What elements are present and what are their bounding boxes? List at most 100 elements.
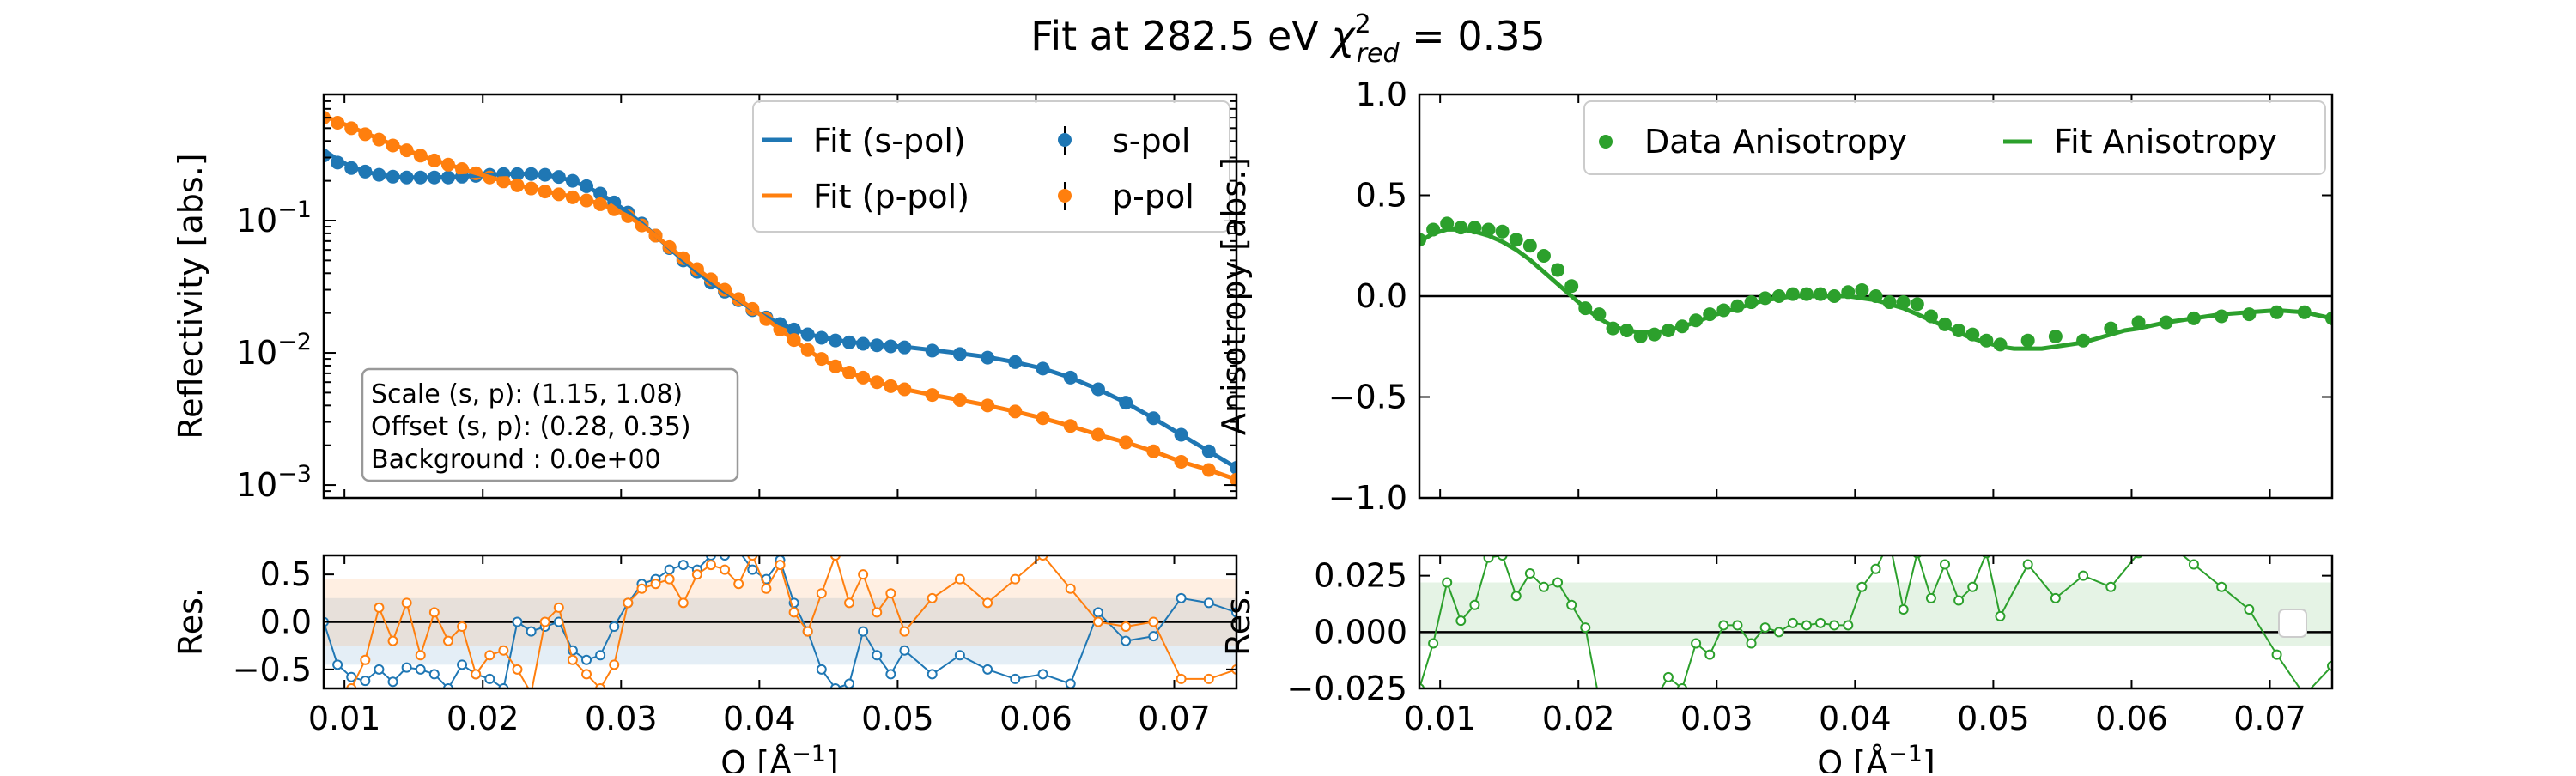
residual-point bbox=[1925, 592, 1936, 603]
residual-point bbox=[2244, 604, 2255, 615]
legend-label-data-anisotropy: Data Anisotropy bbox=[1644, 123, 1907, 161]
residual-point bbox=[1552, 577, 1564, 588]
x-axis-label-end: ] bbox=[1923, 744, 1935, 773]
residual-point bbox=[1732, 620, 1743, 631]
legend-label-fit-p-pol: Fit (p-pol) bbox=[813, 178, 969, 215]
residual-point bbox=[471, 669, 482, 680]
axes-frame bbox=[322, 93, 1238, 500]
fit-info-box: Scale (s, p): (1.15, 1.08) Offset (s, p)… bbox=[361, 367, 739, 482]
residual-point bbox=[498, 645, 509, 656]
residual-point bbox=[387, 635, 398, 646]
residual-point bbox=[1092, 607, 1103, 618]
residual-point bbox=[1856, 581, 1868, 592]
y-tick-label: 1.0 bbox=[1356, 76, 1407, 113]
residual-point bbox=[747, 564, 758, 575]
data-point bbox=[1509, 233, 1523, 247]
residual-point bbox=[885, 588, 896, 599]
legend: Data Anisotropy Fit Anisotropy bbox=[1583, 100, 2326, 175]
residual-point bbox=[1815, 617, 1826, 628]
residual-point bbox=[2105, 581, 2117, 592]
residual-point bbox=[1801, 620, 1812, 631]
residual-point bbox=[609, 621, 620, 633]
residual-point bbox=[1843, 620, 1854, 631]
legend: Fit (s-pol) Fit (p-pol) s-pol p-pol bbox=[752, 100, 1230, 233]
residual-point bbox=[360, 654, 371, 665]
legend-marker-data-anisotropy bbox=[1599, 135, 1613, 149]
residual-point bbox=[705, 560, 716, 571]
residual-point bbox=[1691, 638, 1702, 649]
residual-point bbox=[1148, 616, 1159, 627]
residual-point bbox=[1121, 621, 1132, 633]
residual-point bbox=[899, 645, 910, 656]
y-tick-label: 0.5 bbox=[1356, 177, 1407, 215]
residual-point bbox=[2271, 649, 2282, 660]
y-tick-label: 10−1 bbox=[236, 197, 312, 239]
residual-point bbox=[1746, 638, 1757, 649]
residual-point bbox=[484, 650, 495, 661]
residual-point bbox=[2216, 581, 2227, 592]
residual-point bbox=[775, 560, 786, 571]
x-tick-label: 0.02 bbox=[447, 700, 519, 737]
residual-point bbox=[1870, 563, 1881, 574]
residual-point bbox=[1176, 673, 1187, 684]
y-axis-label: Reflectivity [abs.] bbox=[172, 153, 210, 439]
residual-point bbox=[982, 664, 993, 675]
x-tick-label: 0.05 bbox=[861, 700, 934, 737]
info-scale: Scale (s, p): (1.15, 1.08) bbox=[371, 379, 683, 409]
residual-point bbox=[415, 664, 426, 675]
anisotropy-residuals-panel: 0.01 0.02 0.03 0.04 0.05 0.06 0.07 0.025 0.000 −0… bbox=[1219, 537, 2334, 776]
legend-label-s-pol: s-pol bbox=[1112, 122, 1190, 160]
residual-point bbox=[761, 583, 772, 594]
title-suffix: = 0.35 bbox=[1400, 13, 1546, 59]
residual-point bbox=[567, 654, 578, 665]
residual-point bbox=[484, 673, 495, 684]
x-axis-label-exponent: −1 bbox=[792, 741, 826, 767]
series-line bbox=[324, 149, 1236, 470]
residual-point bbox=[332, 659, 343, 670]
residual-point bbox=[1759, 622, 1771, 634]
x-axis-label-exponent: −1 bbox=[1888, 741, 1923, 767]
residual-point bbox=[1524, 568, 1535, 579]
residual-point bbox=[677, 597, 689, 609]
title-chi-sub: red bbox=[1357, 39, 1400, 69]
residual-point bbox=[1203, 597, 1214, 609]
residual-point bbox=[691, 569, 702, 580]
residual-point bbox=[636, 583, 647, 594]
x-axis-label: Q [Å−1] bbox=[720, 741, 838, 773]
residual-point bbox=[428, 607, 440, 618]
y-tick-label: 0.5 bbox=[260, 555, 312, 593]
residual-point bbox=[1718, 620, 1729, 631]
residual-point bbox=[664, 564, 675, 575]
residual-point bbox=[1010, 673, 1021, 684]
residual-point bbox=[1566, 599, 1577, 610]
residual-point bbox=[1065, 678, 1076, 688]
legend-frame bbox=[1583, 100, 2326, 175]
reflectivity-residuals-panel: 0.01 0.02 0.03 0.04 0.05 0.06 0.07 0.5 0.0 −0.5 R… bbox=[172, 554, 1238, 776]
residual-point bbox=[360, 676, 371, 687]
residual-point bbox=[1483, 555, 1494, 563]
ticks: 0.01 0.02 0.03 0.04 0.05 0.06 0.07 0.5 0.0 −0.5 bbox=[233, 555, 1236, 737]
plot-area bbox=[324, 555, 1236, 688]
data-point bbox=[1495, 224, 1510, 239]
residual-point bbox=[2188, 559, 2199, 570]
empty-legend-box bbox=[2278, 609, 2307, 638]
data-point bbox=[1551, 263, 1565, 277]
info-box-frame bbox=[361, 367, 739, 482]
residual-point bbox=[1886, 537, 1894, 546]
residual-point bbox=[1662, 671, 1674, 682]
residual-point bbox=[1148, 631, 1159, 642]
x-tick-label: 0.07 bbox=[2233, 700, 2306, 737]
legend-frame bbox=[752, 100, 1230, 233]
x-axis-label-end: ] bbox=[826, 744, 839, 773]
legend-label-fit-anisotropy: Fit Anisotropy bbox=[2054, 123, 2277, 161]
residual-point bbox=[512, 616, 523, 627]
anisotropy-panel: 1.0 0.5 0.0 −0.5 −1.0 Anisotropy [abs.] Data… bbox=[1215, 76, 2334, 517]
residual-point bbox=[1940, 559, 1951, 570]
y-tick-label: −0.5 bbox=[1328, 379, 1407, 416]
residual-point bbox=[1065, 583, 1076, 594]
residual-point bbox=[844, 597, 855, 609]
y-tick-label: 0.0 bbox=[260, 603, 312, 641]
y-axis-label: Res. bbox=[1219, 587, 1257, 656]
